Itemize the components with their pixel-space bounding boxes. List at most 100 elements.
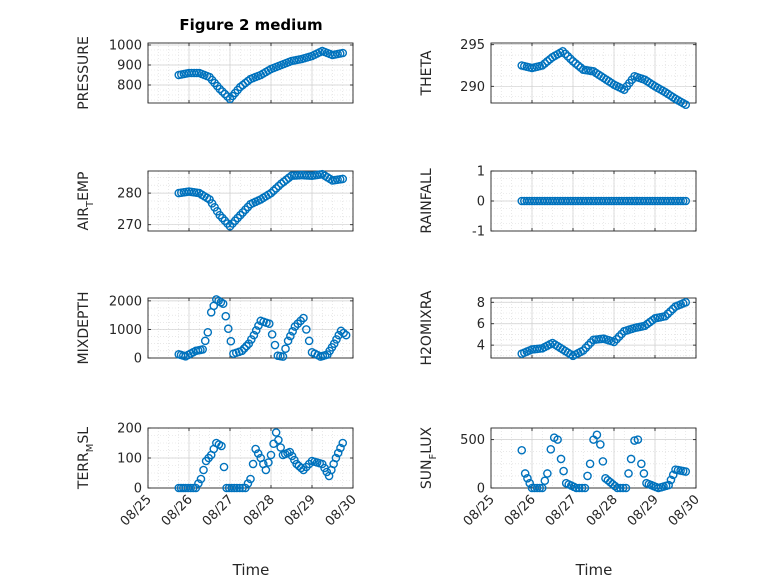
data-point [612, 334, 621, 344]
x-tick-label: 08/30 [666, 492, 703, 529]
data-point [248, 459, 258, 469]
y-axis-label-subscript: T [85, 200, 96, 208]
data-point [633, 435, 643, 444]
data-point [284, 173, 294, 183]
y-tick-label: 2000 [109, 294, 142, 309]
data-point [546, 444, 556, 454]
y-tick-label: 295 [460, 38, 485, 53]
data-point [576, 63, 585, 72]
data-point [678, 196, 688, 206]
data-point [267, 330, 277, 339]
x-tick-label: 08/27 [200, 492, 237, 529]
data-point [339, 328, 348, 338]
data-point [338, 174, 348, 184]
data-point [681, 467, 691, 476]
data-point [613, 483, 622, 493]
data-point [332, 335, 341, 344]
series-markers [517, 47, 691, 109]
y-tick-label: 200 [117, 422, 142, 437]
series-markers [174, 428, 348, 493]
data-point [615, 483, 625, 493]
data-point [261, 465, 271, 475]
data-point [239, 344, 249, 353]
y-axis-label-main: RAINFALL [419, 168, 435, 233]
y-tick-label: 800 [117, 79, 142, 94]
data-point [238, 483, 247, 493]
data-point [664, 480, 673, 490]
data-point [520, 469, 530, 478]
data-point [537, 483, 547, 493]
data-point [532, 483, 542, 493]
axes-box [490, 427, 697, 489]
subplot-terr-msl: 0 100 200 08/25 08/26 08/27 08/28 08/29 08/30 TER… [76, 422, 360, 530]
y-tick-label: 0 [134, 352, 142, 367]
data-point [537, 61, 547, 70]
y-axis-label-main: TERR [76, 452, 92, 490]
data-point [218, 213, 227, 223]
data-point [585, 459, 595, 469]
y-axis-label-tail: SL [76, 427, 92, 444]
data-point [336, 443, 345, 453]
data-point [304, 336, 314, 346]
data-point [281, 344, 290, 354]
axes-box [490, 297, 697, 359]
y-axis-label-main: SUN [419, 460, 435, 490]
data-point [203, 327, 213, 337]
x-tick-label: 08/25 [461, 492, 498, 529]
data-point [566, 54, 575, 64]
data-point [525, 478, 535, 488]
data-point [668, 470, 678, 480]
y-tick-label: -1 [472, 225, 485, 240]
data-point [596, 440, 605, 449]
x-tick-label: 08/29 [625, 492, 662, 529]
data-point [276, 443, 285, 452]
data-point [681, 297, 691, 307]
subplot-h2omixra: 4 6 8 H2OMIXRA [419, 290, 697, 366]
data-point [269, 186, 278, 196]
figure-title: Figure 2 medium [179, 16, 322, 34]
data-point [681, 196, 691, 206]
data-point [302, 325, 311, 334]
data-point [241, 205, 250, 214]
data-point [543, 469, 552, 478]
data-point [191, 483, 201, 493]
y-tick-label: 6 [477, 317, 485, 332]
data-point [523, 474, 532, 483]
data-point [235, 483, 244, 493]
data-point [196, 474, 206, 484]
x-axis-label-left: Time [232, 561, 270, 579]
data-point [584, 340, 593, 350]
data-point [227, 483, 237, 493]
data-point [253, 449, 263, 458]
data-point [540, 476, 550, 486]
data-point [577, 483, 587, 493]
x-tick-label: 08/28 [584, 492, 621, 529]
data-point [274, 181, 283, 191]
data-point [333, 448, 343, 458]
data-point [553, 435, 562, 444]
data-point [186, 483, 196, 493]
y-tick-label: 4 [477, 339, 485, 354]
data-point [609, 337, 619, 347]
data-point [561, 49, 570, 59]
data-point [264, 319, 274, 329]
axes-box [147, 297, 354, 359]
y-tick-label: 1000 [109, 323, 142, 338]
data-point [639, 469, 649, 478]
data-point [329, 339, 339, 349]
y-tick-label: 270 [117, 218, 142, 233]
data-point [660, 311, 670, 321]
y-axis-label-tail: EMP [76, 172, 92, 201]
data-point [229, 483, 239, 493]
y-axis-label: SUNFLUX [419, 426, 439, 489]
subplot-air-temp: 270 280 AIRTEMP [76, 169, 354, 233]
data-point [218, 299, 228, 309]
data-point [626, 454, 636, 464]
data-point [571, 59, 580, 68]
y-axis-label: THETA [419, 50, 435, 96]
y-tick-label: 1 [477, 165, 485, 180]
x-tick-label: 08/25 [118, 492, 155, 529]
y-tick-label: 1000 [109, 39, 142, 54]
subplot-pressure: 800 900 1000 PRESSURE [76, 36, 354, 110]
